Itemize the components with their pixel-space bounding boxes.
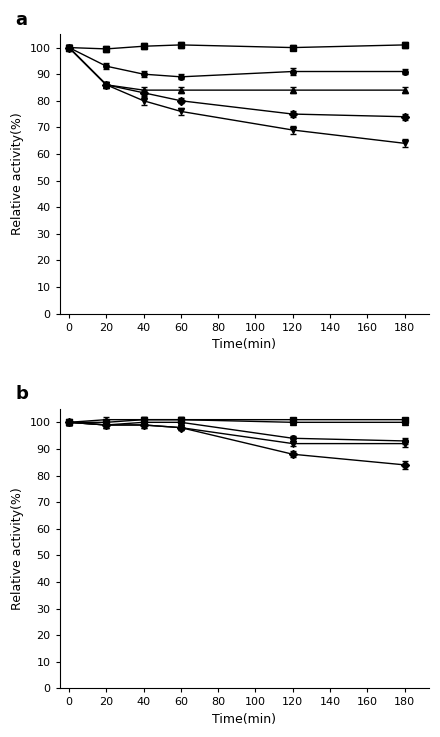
Text: a: a xyxy=(15,10,27,29)
X-axis label: Time(min): Time(min) xyxy=(212,338,276,351)
X-axis label: Time(min): Time(min) xyxy=(212,713,276,726)
Y-axis label: Relative activity(%): Relative activity(%) xyxy=(11,487,24,610)
Y-axis label: Relative activity(%): Relative activity(%) xyxy=(11,113,24,235)
Text: b: b xyxy=(15,385,28,403)
